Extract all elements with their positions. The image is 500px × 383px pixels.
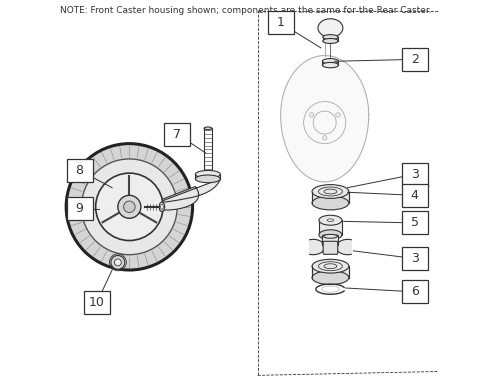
FancyBboxPatch shape — [84, 291, 110, 314]
FancyBboxPatch shape — [164, 123, 190, 146]
Text: 1: 1 — [276, 16, 284, 29]
Circle shape — [66, 144, 192, 270]
Text: 8: 8 — [76, 164, 84, 177]
Ellipse shape — [318, 19, 343, 37]
Circle shape — [124, 201, 135, 213]
Circle shape — [111, 255, 125, 269]
Polygon shape — [280, 56, 368, 182]
Polygon shape — [310, 239, 324, 255]
FancyBboxPatch shape — [402, 280, 427, 303]
Circle shape — [322, 136, 327, 140]
Circle shape — [114, 259, 121, 266]
Bar — [312, 192, 349, 203]
Text: 4: 4 — [411, 189, 418, 202]
Ellipse shape — [319, 230, 342, 240]
Ellipse shape — [204, 127, 212, 129]
Text: 3: 3 — [411, 252, 418, 265]
FancyBboxPatch shape — [402, 184, 427, 207]
Bar — [312, 266, 349, 278]
Ellipse shape — [323, 34, 338, 40]
PathPatch shape — [144, 179, 220, 210]
FancyBboxPatch shape — [402, 48, 427, 71]
Circle shape — [96, 173, 163, 241]
FancyBboxPatch shape — [323, 241, 338, 254]
Ellipse shape — [160, 205, 164, 209]
FancyBboxPatch shape — [66, 159, 92, 182]
Text: 7: 7 — [173, 128, 181, 141]
Ellipse shape — [322, 62, 338, 68]
Text: 2: 2 — [411, 53, 418, 66]
Circle shape — [118, 195, 141, 218]
Text: 6: 6 — [411, 285, 418, 298]
Circle shape — [82, 159, 177, 255]
FancyBboxPatch shape — [402, 211, 427, 234]
FancyBboxPatch shape — [322, 235, 338, 246]
FancyBboxPatch shape — [66, 197, 92, 220]
Ellipse shape — [322, 59, 338, 64]
Ellipse shape — [312, 196, 349, 210]
Circle shape — [309, 113, 314, 117]
Ellipse shape — [312, 271, 349, 285]
Text: 5: 5 — [410, 216, 418, 229]
Text: 3: 3 — [411, 168, 418, 181]
Polygon shape — [336, 239, 351, 255]
Ellipse shape — [323, 38, 338, 44]
Text: NOTE: Front Caster housing shown; components are the same for the Rear Caster.: NOTE: Front Caster housing shown; compon… — [60, 6, 432, 15]
Text: 10: 10 — [89, 296, 104, 309]
Ellipse shape — [319, 215, 342, 225]
FancyBboxPatch shape — [402, 247, 427, 270]
FancyBboxPatch shape — [402, 163, 427, 186]
Text: 9: 9 — [76, 202, 84, 215]
Ellipse shape — [196, 170, 220, 178]
Bar — [319, 220, 342, 235]
Ellipse shape — [324, 234, 338, 238]
Circle shape — [336, 113, 340, 117]
Ellipse shape — [159, 202, 164, 211]
Ellipse shape — [196, 175, 220, 183]
Ellipse shape — [312, 185, 349, 198]
FancyBboxPatch shape — [268, 11, 293, 34]
Ellipse shape — [312, 259, 349, 273]
